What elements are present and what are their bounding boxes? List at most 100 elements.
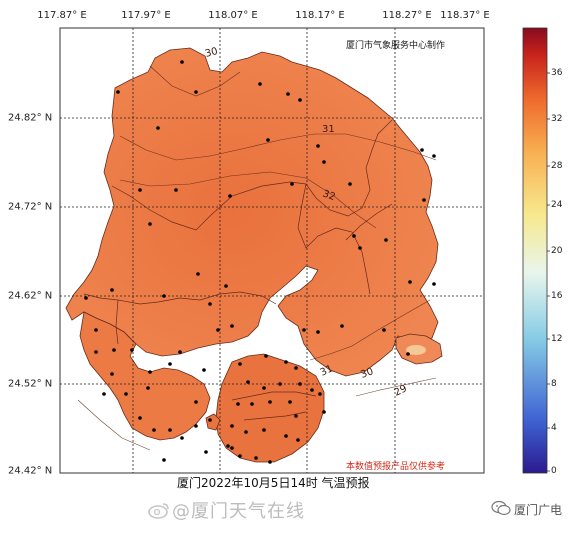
station-dot — [162, 458, 166, 462]
station-dot — [112, 348, 116, 352]
district-boundaries — [83, 119, 393, 421]
station-dot — [322, 410, 326, 414]
station-dot — [246, 380, 250, 384]
station-dot — [284, 360, 288, 364]
station-dot — [102, 392, 106, 396]
station-dot — [230, 424, 234, 428]
station-dot — [406, 352, 410, 356]
station-dot — [432, 154, 436, 158]
latitude-label: 24.52° N — [8, 378, 53, 390]
station-dot — [284, 434, 288, 438]
station-dot — [138, 188, 142, 192]
station-dot — [318, 392, 322, 396]
station-dot — [84, 296, 88, 300]
station-dot — [156, 126, 160, 130]
colorbar — [522, 27, 548, 474]
station-dot — [244, 430, 248, 434]
station-dot — [202, 368, 206, 372]
colorbar-label: 36 — [551, 68, 563, 78]
weibo-watermark: @厦门天气在线 — [172, 501, 305, 522]
station-dot — [148, 370, 152, 374]
latitude-label: 24.72° N — [8, 201, 53, 213]
station-dot — [294, 414, 298, 418]
station-dot — [224, 284, 228, 288]
longitude-label: 118.07° E — [208, 10, 258, 21]
station-dot — [420, 148, 424, 152]
longitude-label: 118.37° E — [440, 10, 490, 21]
station-dot — [268, 400, 272, 404]
station-dot — [432, 282, 436, 286]
latitude-label: 24.82° N — [8, 112, 53, 124]
station-dot — [208, 302, 212, 306]
station-dot — [268, 460, 272, 464]
producer-credit: 厦门市气象服务中心制作 — [346, 41, 446, 51]
gulangyu-island — [205, 413, 221, 431]
station-dot — [194, 90, 198, 94]
station-dot — [204, 450, 208, 454]
station-dot — [94, 350, 98, 354]
station-dot — [264, 354, 268, 358]
colorbar-label: 16 — [551, 291, 563, 301]
station-dot — [228, 194, 232, 198]
station-dot — [124, 392, 128, 396]
station-dot — [230, 446, 234, 450]
station-dot — [110, 288, 114, 292]
graticule — [60, 28, 484, 473]
station-dot — [340, 324, 344, 328]
weather-stations — [84, 60, 436, 464]
mainland-north — [65, 47, 439, 377]
colorbar-label: 0 — [551, 466, 557, 476]
isotherm-label-group: 30 31 32 31 30 29 — [204, 46, 409, 399]
station-dot — [196, 272, 200, 276]
station-dot — [322, 160, 326, 164]
station-dot — [174, 188, 178, 192]
station-dot — [168, 428, 172, 432]
station-dot — [94, 328, 98, 332]
isotherm-label: 32 — [321, 188, 337, 203]
station-dot — [178, 350, 182, 354]
station-dot — [180, 60, 184, 64]
wechat-icon — [491, 500, 511, 516]
station-dot — [236, 402, 240, 406]
station-dot — [250, 402, 254, 406]
station-dot — [296, 438, 300, 442]
station-dot — [408, 280, 412, 284]
colorbar-label: 12 — [551, 334, 563, 344]
station-dot — [194, 400, 198, 404]
colorbar-label: 8 — [551, 379, 557, 389]
isotherm-label: 31 — [322, 124, 335, 135]
station-dot — [238, 454, 242, 458]
colorbar-label: 32 — [551, 114, 563, 124]
longitude-label: 117.97° E — [121, 10, 171, 21]
station-dot — [262, 428, 266, 432]
station-dot — [262, 386, 266, 390]
station-dot — [254, 456, 258, 460]
isotherm-lines — [77, 65, 437, 451]
longitude-label: 118.17° E — [295, 10, 345, 21]
station-dot — [208, 418, 212, 422]
dadeng-cool-patch — [406, 345, 426, 355]
isotherm-label: 31 — [319, 363, 335, 378]
station-dot — [302, 328, 306, 332]
map-title: 厦门2022年10月5日14时 气温预报 — [177, 476, 370, 490]
station-dot — [358, 246, 362, 250]
station-dot — [230, 324, 234, 328]
longitude-label: 117.87° E — [37, 10, 87, 21]
station-dot — [162, 294, 166, 298]
station-dot — [294, 366, 298, 370]
station-dot — [384, 238, 388, 242]
station-dot — [258, 82, 262, 86]
station-dot — [168, 362, 172, 366]
station-dot — [298, 98, 302, 102]
isotherm-label: 29 — [393, 383, 409, 398]
station-dot — [348, 182, 352, 186]
station-dot — [138, 416, 142, 420]
station-dot — [146, 386, 150, 390]
latitude-label: 24.62° N — [8, 290, 53, 302]
colorbar-label: 4 — [551, 423, 557, 433]
station-dot — [116, 90, 120, 94]
station-dot — [194, 424, 198, 428]
station-dot — [266, 138, 270, 142]
station-dot — [238, 362, 242, 366]
